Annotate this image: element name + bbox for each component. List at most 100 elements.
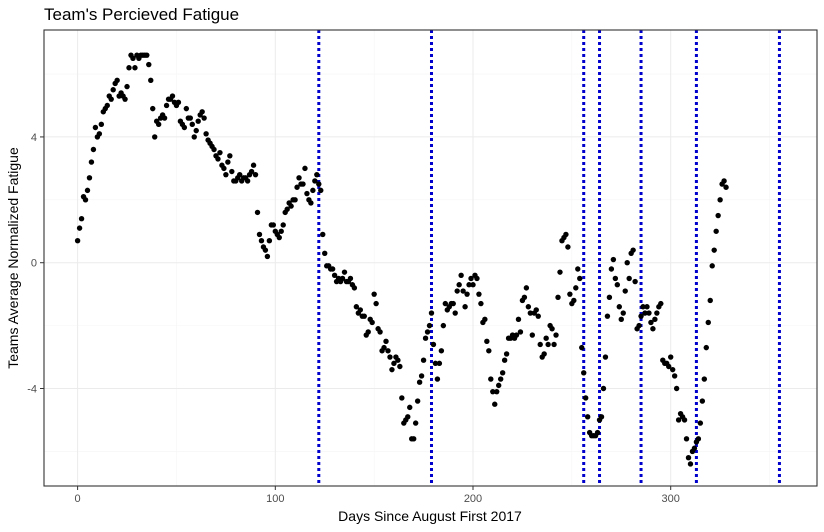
data-point [490, 388, 496, 395]
data-point [144, 52, 150, 58]
data-point [434, 376, 441, 382]
data-point [527, 310, 534, 316]
data-point [90, 146, 97, 153]
data-point [581, 370, 587, 376]
data-point [436, 360, 443, 367]
data-point [521, 294, 528, 301]
data-point [669, 366, 676, 373]
x-tick-label: 0 [75, 493, 81, 505]
data-point [705, 319, 711, 326]
data-point [284, 206, 290, 212]
data-point [339, 275, 346, 282]
data-point [703, 344, 709, 351]
data-point [565, 244, 571, 250]
data-point [86, 175, 93, 181]
data-point [438, 348, 445, 354]
data-point [464, 291, 470, 297]
data-point [155, 121, 162, 128]
data-point [276, 234, 282, 241]
data-point [458, 272, 464, 278]
data-point [78, 215, 85, 222]
y-axis-title: Teams Average Normalized Fatigue [5, 147, 21, 369]
data-point [488, 376, 494, 382]
data-point [600, 385, 607, 392]
data-point [215, 156, 221, 162]
data-point [193, 127, 199, 134]
data-point [715, 212, 721, 219]
plot-panel-border [43, 29, 818, 487]
x-tick-label: 300 [662, 493, 680, 505]
data-point [385, 348, 391, 354]
x-axis-title: Days Since August First 2017 [338, 508, 522, 524]
data-point [187, 115, 193, 121]
data-point [622, 288, 628, 294]
data-point [460, 288, 466, 294]
data-point [414, 398, 421, 404]
data-point [227, 153, 233, 159]
data-point [280, 222, 286, 228]
data-point [351, 285, 358, 291]
data-point [606, 294, 613, 301]
data-point [126, 65, 132, 71]
chart-title: Team's Percieved Fatigue [44, 5, 239, 24]
data-point [114, 77, 120, 84]
data-point [428, 310, 435, 316]
data-point [478, 300, 484, 307]
data-point [632, 278, 638, 285]
data-point [602, 354, 609, 360]
data-point [650, 326, 656, 332]
data-point [308, 200, 314, 206]
data-point [229, 168, 235, 175]
data-point [76, 225, 83, 231]
data-point [681, 417, 688, 423]
data-point [442, 300, 449, 307]
data-point [407, 404, 413, 411]
data-point [320, 231, 326, 238]
data-point [331, 272, 338, 278]
data-point [553, 332, 559, 338]
data-point [92, 124, 99, 131]
data-point [614, 282, 621, 288]
data-point [266, 238, 273, 244]
data-point [416, 379, 423, 385]
data-point [405, 414, 411, 420]
data-point [499, 370, 506, 376]
data-point [420, 357, 427, 363]
data-point [466, 282, 472, 288]
data-point [353, 304, 360, 310]
data-point [302, 165, 308, 172]
data-point [523, 285, 530, 291]
data-point [616, 304, 623, 310]
data-point [492, 401, 498, 407]
data-point [683, 436, 690, 442]
x-tick-label: 100 [266, 493, 284, 505]
data-point [555, 294, 561, 301]
data-point [175, 99, 182, 106]
data-point [161, 115, 168, 121]
data-point [377, 329, 383, 335]
data-point [626, 275, 632, 282]
data-point [648, 319, 654, 326]
data-point [288, 203, 294, 209]
data-point [620, 310, 626, 316]
data-point [646, 310, 652, 316]
data-point [316, 181, 322, 187]
x-axis-ticks: 0 100 200 300 [75, 486, 680, 505]
data-point [322, 250, 328, 256]
data-point [551, 341, 557, 348]
y-tick-label: 4 [31, 132, 37, 144]
data-point [397, 363, 403, 370]
data-point [717, 197, 723, 203]
data-point [721, 178, 727, 184]
data-point [183, 105, 190, 112]
data-point [604, 313, 611, 319]
data-point [163, 102, 170, 109]
data-point [484, 338, 490, 345]
data-point [300, 181, 306, 187]
data-point [430, 341, 437, 348]
data-point [244, 178, 251, 184]
data-point [685, 454, 692, 461]
data-point [110, 87, 116, 93]
data-point [695, 436, 702, 442]
data-point [529, 332, 536, 338]
